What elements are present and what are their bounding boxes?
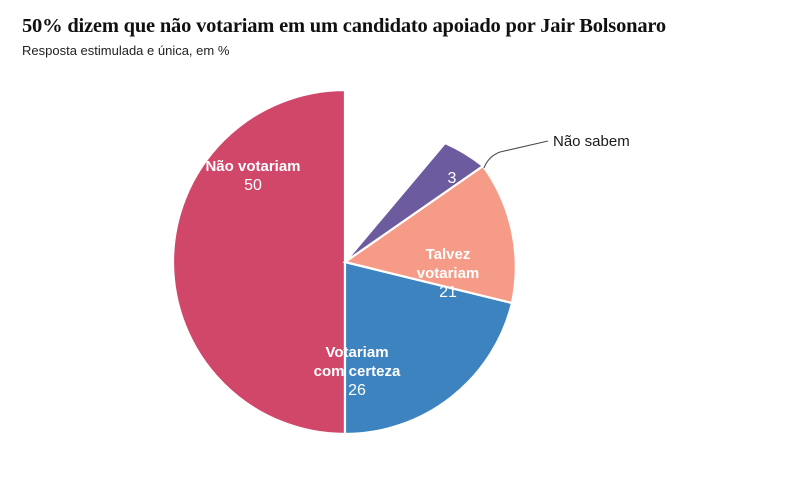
chart-header: 50% dizem que não votariam em um candida… xyxy=(22,14,767,59)
page-title: 50% dizem que não votariam em um candida… xyxy=(22,15,666,37)
chart-subtitle: Resposta estimulada e única, em % xyxy=(22,43,230,58)
pie-slice-nao-sabem[interactable] xyxy=(344,141,485,263)
callout-label-nao-sabem: Não sabem xyxy=(553,133,630,150)
callout-leader-line xyxy=(483,140,549,169)
pie-slice-talvez-votariam[interactable] xyxy=(342,164,517,305)
pie-slice-votariam-com-certeza[interactable] xyxy=(343,260,514,436)
pie-slice-nao-votariam[interactable] xyxy=(171,88,347,436)
